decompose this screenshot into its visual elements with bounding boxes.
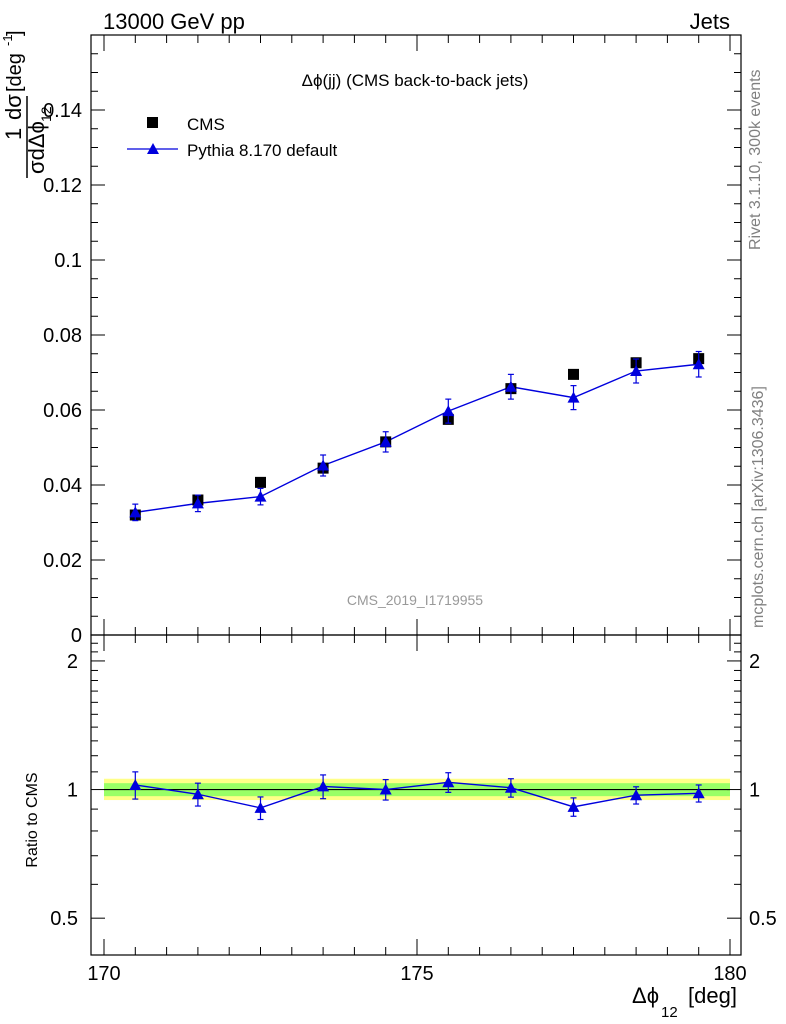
ratio-y-tick-label-right: 2 [749,651,760,673]
ratio-y-tick-label-left: 0.5 [50,908,78,930]
ratio-y-axis-label: Ratio to CMS [24,772,41,867]
y-tick-label: 0.08 [43,325,82,347]
y-tick-label: 0.06 [43,400,82,422]
pythia-point [191,497,204,509]
ylabel-unit: [deg [4,53,26,92]
header-process: 13000 GeV pp [103,9,245,34]
y-tick-label: 0.04 [43,475,82,497]
ylabel-unit-end: ] [4,30,26,36]
pythia-point [442,405,455,417]
y-tick-label: 0.1 [54,250,82,272]
pythia-point [317,459,330,471]
xlabel-unit: [deg] [688,983,737,1008]
mcplots-label: mcplots.cern.ch [arXiv:1306.3436] [750,386,767,628]
ratio-point [692,787,705,799]
ratio-point [191,788,204,800]
ylabel-unit-sup: -1 [0,34,15,46]
cms-point [255,476,266,488]
ratio-point [379,783,392,795]
main-ticks: 0 0.02 0.04 0.06 0.08 0.1 0.12 0.14 [43,34,741,647]
x-tick-label: 175 [400,963,433,985]
x-axis-label: Δϕ 12 [deg] [632,983,737,1021]
legend-mc-label: Pythia 8.170 default [187,141,338,160]
pythia-point [379,435,392,447]
pythia-point [254,490,267,502]
analysis-watermark: CMS_2019_I1719955 [347,592,483,608]
legend-cms-marker [147,117,158,128]
ratio-point [442,776,455,788]
x-tick-label: 180 [713,963,746,985]
pythia-line [135,363,699,514]
main-panel: 0 0.02 0.04 0.06 0.08 0.1 0.12 0.14 Δϕ(jj) (CMS… [0,30,742,647]
ratio-y-tick-label-right: 0.5 [749,908,777,930]
pythia-point [630,365,643,376]
ylabel-denominator: σdΔϕ [24,121,49,174]
legend: CMS Pythia 8.170 default [127,115,338,160]
ratio-y-tick-label-right: 1 [749,780,760,802]
ratio-point [317,780,330,792]
header-category: Jets [690,9,730,34]
ratio-point [567,800,580,812]
y-tick-label: 0.02 [43,550,82,572]
ratio-y-tick-label-left: 2 [67,651,78,673]
legend-cms-label: CMS [187,115,225,134]
ratio-data-layer [104,771,730,821]
ratio-ticks: 0.5 0.5 1 1 2 2 170 175 180 [50,635,777,985]
ratio-frame [90,634,742,956]
main-y-axis-label: 1 dσ σdΔϕ 12 [deg -1 ] [0,30,54,178]
main-data-layer [129,350,705,522]
ratio-y-tick-label-left: 1 [67,780,78,802]
ylabel-numerator: 1 [1,128,26,140]
chart-title: Δϕ(jj) (CMS back-to-back jets) [302,71,529,90]
ylabel-dsigma: dσ [1,94,26,120]
ratio-point [129,778,142,790]
ratio-point [504,781,517,793]
xlabel-main: Δϕ [632,983,659,1008]
x-tick-label: 170 [87,963,120,985]
legend-mc-marker [147,143,159,154]
pythia-point [129,506,142,518]
rivet-label: Rivet 3.1.10, 300k events [747,69,764,250]
xlabel-sub: 12 [661,1004,678,1021]
pythia-point [504,380,517,392]
ylabel-denominator-sub: 12 [38,106,54,122]
y-tick-label: 0 [71,625,82,647]
y-tick-label: 0.12 [43,175,82,197]
y-tick-label: 0.14 [43,100,82,122]
ratio-point [254,801,267,813]
ratio-point [630,789,643,801]
pythia-point [567,391,580,403]
ratio-pythia-line [135,781,699,809]
cms-point [568,368,579,380]
pythia-point [692,358,705,370]
